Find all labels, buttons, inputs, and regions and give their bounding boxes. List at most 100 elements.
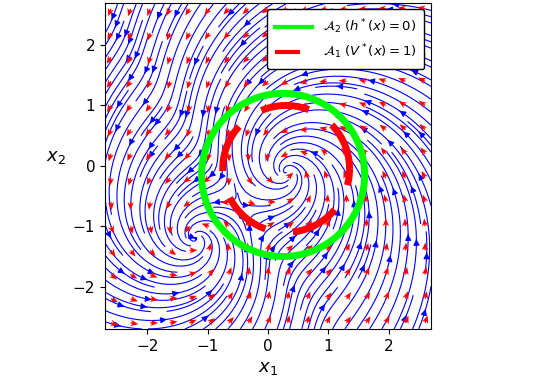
FancyArrowPatch shape [339,264,345,271]
FancyArrowPatch shape [290,285,295,292]
FancyArrowPatch shape [421,309,426,316]
FancyArrowPatch shape [189,234,195,239]
FancyArrowPatch shape [213,200,220,204]
Y-axis label: $x_2$: $x_2$ [46,148,66,166]
FancyArrowPatch shape [373,241,378,247]
FancyArrowPatch shape [402,315,406,322]
FancyArrowPatch shape [301,71,308,76]
FancyArrowPatch shape [387,255,392,262]
FancyArrowPatch shape [202,316,209,321]
FancyArrowPatch shape [128,74,134,81]
FancyArrowPatch shape [309,246,315,252]
FancyArrowPatch shape [244,245,249,252]
FancyArrowPatch shape [135,52,140,58]
FancyArrowPatch shape [393,188,397,195]
FancyArrowPatch shape [315,27,322,32]
FancyArrowPatch shape [238,214,243,218]
FancyArrowPatch shape [143,99,148,105]
FancyArrowPatch shape [198,150,204,156]
FancyArrowPatch shape [400,111,406,116]
FancyArrowPatch shape [357,242,362,249]
FancyArrowPatch shape [362,111,369,115]
FancyArrowPatch shape [367,212,372,218]
FancyArrowPatch shape [411,186,416,193]
FancyArrowPatch shape [117,302,124,307]
FancyArrowPatch shape [379,186,383,192]
FancyArrowPatch shape [173,291,179,296]
FancyArrowPatch shape [364,100,371,105]
FancyArrowPatch shape [174,144,180,150]
FancyArrowPatch shape [288,261,294,268]
FancyArrowPatch shape [180,110,184,117]
FancyArrowPatch shape [185,111,190,117]
FancyArrowPatch shape [273,21,280,27]
FancyArrowPatch shape [318,55,324,60]
FancyArrowPatch shape [201,111,206,117]
FancyArrowPatch shape [294,86,300,91]
FancyArrowPatch shape [320,267,326,273]
FancyArrowPatch shape [140,275,147,280]
FancyArrowPatch shape [118,268,124,274]
FancyArrowPatch shape [360,265,364,271]
FancyArrowPatch shape [116,33,121,40]
FancyArrowPatch shape [149,151,154,158]
FancyArrowPatch shape [424,253,429,259]
FancyArrowPatch shape [141,304,147,309]
FancyArrowPatch shape [175,10,180,17]
FancyArrowPatch shape [414,239,419,245]
FancyArrowPatch shape [392,2,398,7]
FancyArrowPatch shape [220,173,225,179]
FancyArrowPatch shape [247,224,252,230]
FancyArrowPatch shape [319,304,325,311]
FancyArrowPatch shape [117,101,122,108]
FancyArrowPatch shape [361,36,367,41]
FancyArrowPatch shape [115,21,120,27]
FancyArrowPatch shape [270,245,275,252]
FancyArrowPatch shape [214,107,219,114]
FancyArrowPatch shape [335,209,340,215]
FancyArrowPatch shape [106,231,111,238]
FancyArrowPatch shape [289,236,296,242]
FancyArrowPatch shape [282,11,289,16]
X-axis label: $x_1$: $x_1$ [258,359,278,377]
FancyArrowPatch shape [126,55,131,62]
FancyArrowPatch shape [145,296,151,301]
FancyArrowPatch shape [283,56,289,61]
FancyArrowPatch shape [308,226,314,233]
FancyArrowPatch shape [177,152,183,158]
FancyArrowPatch shape [311,152,317,156]
FancyArrowPatch shape [388,140,394,146]
FancyArrowPatch shape [284,222,291,228]
FancyArrowPatch shape [114,322,121,327]
FancyArrowPatch shape [368,53,374,58]
FancyArrowPatch shape [419,174,424,180]
FancyArrowPatch shape [259,78,265,84]
FancyArrowPatch shape [228,9,234,16]
FancyArrowPatch shape [195,58,199,65]
FancyArrowPatch shape [264,253,269,259]
FancyArrowPatch shape [148,269,154,274]
FancyArrowPatch shape [347,59,353,64]
FancyArrowPatch shape [404,131,410,138]
FancyArrowPatch shape [406,234,411,241]
FancyArrowPatch shape [322,252,327,259]
FancyArrowPatch shape [244,20,250,26]
FancyArrowPatch shape [129,139,135,146]
FancyArrowPatch shape [386,7,392,12]
FancyArrowPatch shape [155,119,160,125]
FancyArrowPatch shape [160,318,167,323]
FancyArrowPatch shape [337,84,343,89]
FancyArrowPatch shape [206,290,212,296]
FancyArrowPatch shape [314,230,319,236]
FancyArrowPatch shape [193,177,200,182]
FancyArrowPatch shape [111,13,116,20]
FancyArrowPatch shape [145,67,150,73]
FancyArrowPatch shape [361,128,367,133]
FancyArrowPatch shape [209,171,215,177]
FancyArrowPatch shape [240,40,246,46]
FancyArrowPatch shape [239,274,243,280]
FancyArrowPatch shape [158,12,162,19]
FancyArrowPatch shape [246,79,251,86]
FancyArrowPatch shape [116,125,121,131]
FancyArrowPatch shape [412,70,418,75]
